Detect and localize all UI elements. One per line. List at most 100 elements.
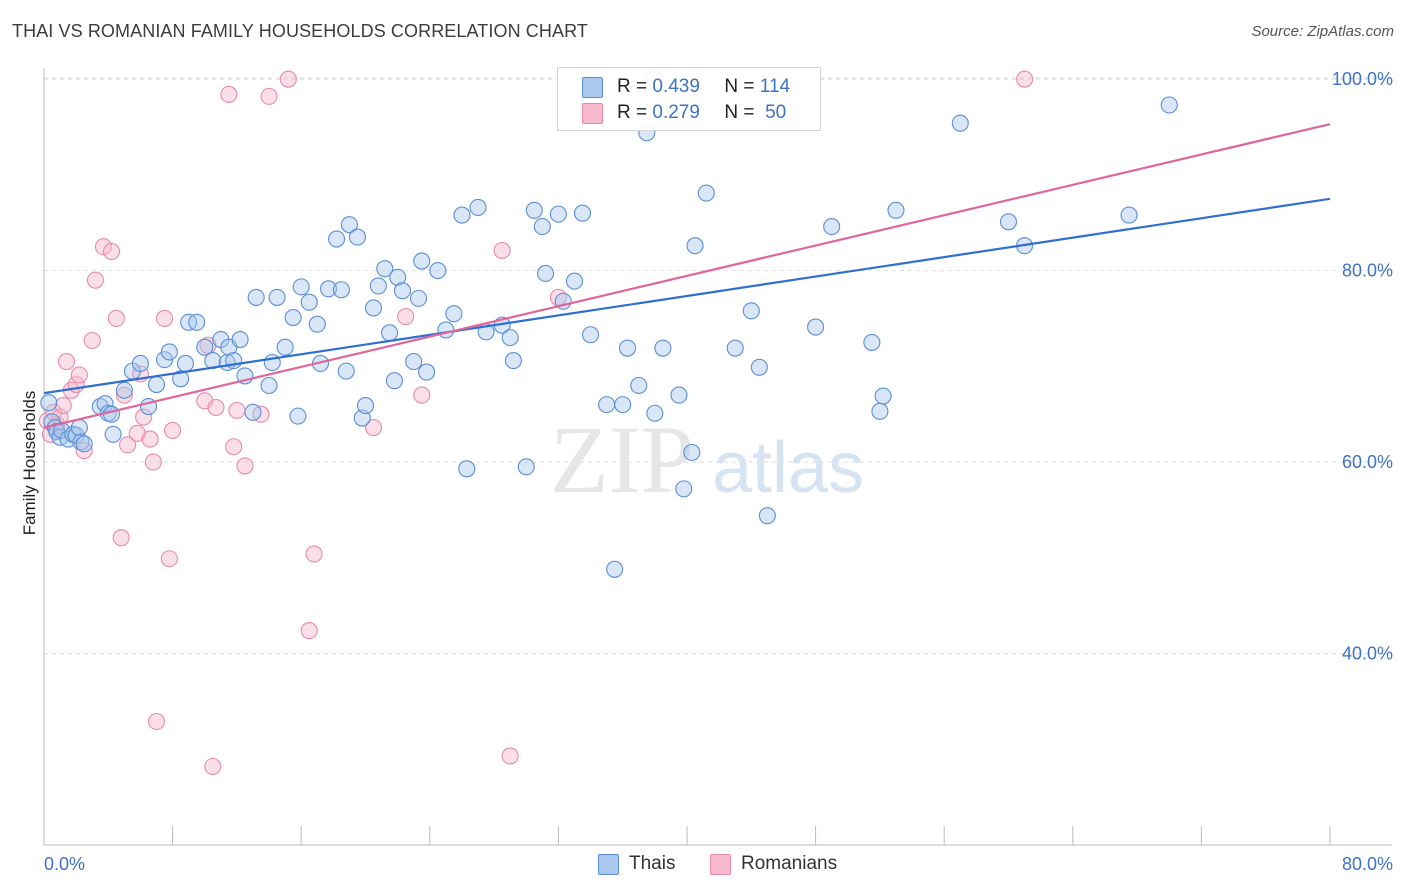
point-thai	[260, 376, 278, 395]
point-romanian	[70, 366, 88, 384]
point-thai	[501, 329, 519, 347]
point-thai	[863, 333, 881, 351]
point-thai	[59, 430, 77, 448]
point-thai	[750, 358, 768, 376]
point-thai	[389, 268, 407, 286]
point-thai	[517, 458, 535, 476]
x-tick-label: 80.0%	[1342, 854, 1393, 874]
point-thai	[871, 402, 889, 420]
point-thai	[999, 213, 1018, 231]
point-romanian	[115, 386, 133, 404]
point-thai	[618, 339, 637, 357]
point-thai	[581, 326, 600, 344]
point-romanian	[94, 238, 113, 256]
chart-title: THAI VS ROMANIAN FAMILY HOUSEHOLDS CORRE…	[12, 21, 588, 41]
point-romanian	[1016, 70, 1034, 88]
legend-r-label: R =	[617, 102, 648, 123]
point-thai	[381, 324, 399, 342]
axes	[43, 68, 1392, 846]
watermark-zip: ZIP	[550, 406, 694, 513]
bottom-legend-romanians: Romanians	[710, 852, 837, 876]
point-romanian	[220, 85, 238, 104]
point-romanian	[107, 309, 125, 328]
point-romanian	[144, 453, 162, 471]
point-thai	[115, 381, 133, 399]
point-thai	[614, 396, 632, 414]
point-thai	[525, 201, 543, 219]
y-tick-label: 40.0%	[1342, 644, 1393, 664]
point-thai	[337, 362, 355, 380]
legend-n-label: N =	[724, 76, 755, 97]
point-thai	[675, 480, 693, 498]
legend-r-value: 0.279	[652, 102, 700, 123]
point-thai	[445, 305, 463, 323]
point-romanian	[164, 421, 182, 440]
point-thai	[823, 218, 841, 236]
bottom-legend-label-thais: Thais	[629, 853, 676, 874]
legend-swatch-romanians	[582, 102, 603, 124]
point-thai	[533, 218, 551, 236]
point-thai	[348, 228, 367, 246]
point-romanian	[228, 401, 246, 419]
point-thai	[536, 264, 555, 283]
point-thai	[606, 560, 624, 578]
legend-n-label: N =	[724, 102, 755, 123]
point-romanian	[135, 408, 153, 426]
point-thai	[429, 262, 447, 280]
point-thai	[308, 315, 326, 333]
point-romanian	[493, 241, 511, 260]
point-romanian	[147, 712, 166, 731]
y-tick-label: 60.0%	[1342, 452, 1393, 472]
point-romanian	[305, 545, 323, 563]
legend: R = 0.439 N = 114 R = 0.279 N = 50	[557, 67, 821, 131]
point-thai	[453, 206, 471, 224]
point-thai	[654, 339, 672, 357]
point-thai	[409, 289, 428, 307]
point-romanian	[204, 757, 222, 776]
point-thai	[376, 260, 394, 278]
bottom-legend-thais: Thais	[598, 852, 675, 876]
point-thai	[807, 318, 825, 336]
bottom-legend-swatch-thais	[598, 853, 619, 875]
x-tick-label: 0.0%	[44, 854, 85, 874]
point-romanian	[501, 747, 519, 765]
point-thai	[176, 354, 195, 373]
point-romanian	[207, 398, 225, 417]
point-thai	[458, 460, 476, 478]
bottom-legend-label-romanians: Romanians	[741, 853, 838, 874]
point-thai	[646, 404, 664, 422]
bottom-legend-swatch-romanians	[710, 853, 731, 875]
legend-row-romanians: R = 0.279 N = 50	[582, 101, 786, 125]
point-romanian	[141, 430, 159, 448]
trend-lines	[43, 123, 1331, 429]
point-romanian	[102, 242, 121, 261]
point-thai	[268, 288, 286, 306]
point-romanian	[75, 442, 93, 460]
point-thai	[104, 425, 122, 443]
point-thai	[874, 387, 892, 405]
point-thai	[504, 352, 522, 370]
point-thai	[356, 397, 375, 415]
point-thai	[75, 435, 93, 453]
point-thai	[683, 443, 701, 462]
point-thai	[188, 313, 206, 331]
point-romanian	[160, 550, 178, 568]
point-thai	[131, 354, 149, 373]
point-thai	[276, 338, 294, 356]
point-romanian	[279, 70, 297, 88]
trend-line-thais	[43, 197, 1331, 395]
point-thai	[196, 338, 214, 356]
legend-row-thais: R = 0.439 N = 114	[582, 75, 790, 99]
point-thai	[413, 252, 431, 270]
point-thai	[244, 403, 262, 421]
point-thai	[385, 372, 403, 390]
point-romanian	[83, 331, 101, 350]
point-thai	[437, 321, 455, 339]
watermark: ZIP atlas	[550, 406, 864, 513]
point-thai	[469, 198, 487, 216]
point-thai	[284, 308, 302, 327]
point-thai	[1160, 96, 1178, 114]
point-romanian	[57, 353, 76, 371]
point-thai	[300, 293, 318, 311]
point-thai	[292, 278, 310, 296]
